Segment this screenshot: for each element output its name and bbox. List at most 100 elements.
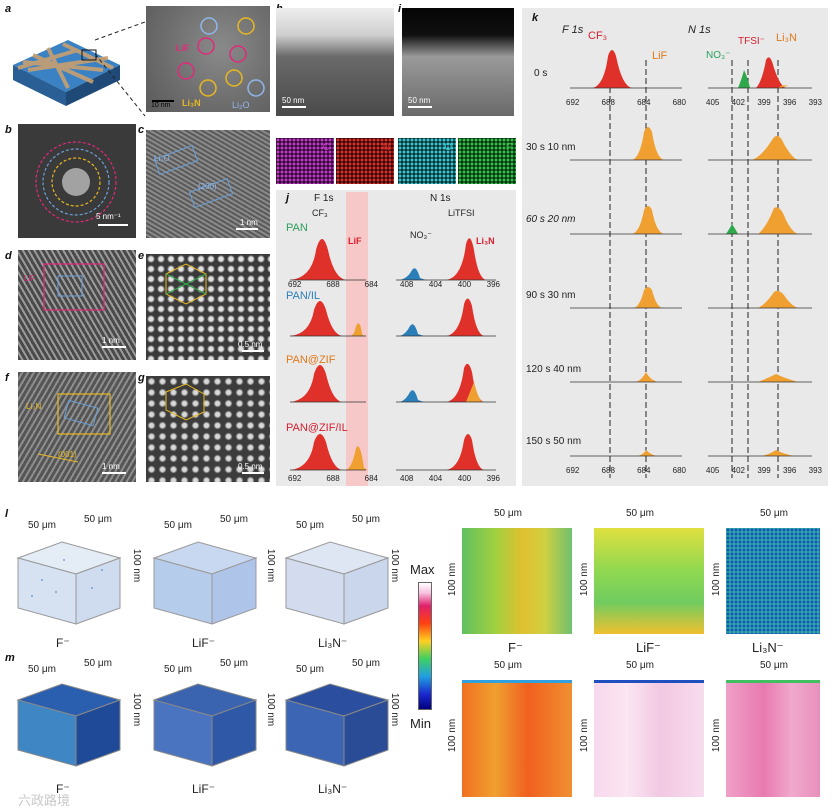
plane-c: (200) xyxy=(198,182,217,191)
j-f-ticks-r1: 692 688 684 xyxy=(288,280,378,289)
k-tick: 399 xyxy=(757,466,771,475)
j-sample-2: PAN@ZIF xyxy=(286,354,336,366)
m-dim-z-1: 100 nm xyxy=(131,692,143,727)
k-n-ticks-bottom: 405 402 399 396 393 xyxy=(706,466,822,475)
lif-highlight-band xyxy=(346,192,368,486)
j-tick: 688 xyxy=(326,474,340,483)
panel-label-l: l xyxy=(5,508,9,520)
k-tick: 399 xyxy=(757,98,771,107)
map-dim-y-6: 100 nm xyxy=(711,718,723,753)
j-tick: 408 xyxy=(400,474,414,483)
map-top-f xyxy=(462,528,572,634)
j-tick: 404 xyxy=(428,474,443,483)
j-sample-1: PAN/IL xyxy=(286,290,321,302)
label-li3n-f: Li₃N xyxy=(26,402,42,411)
k-tick: 393 xyxy=(808,466,822,475)
map-dim-y-1: 100 nm xyxy=(447,562,459,597)
map-top-li3n xyxy=(726,528,820,634)
panel-label-d: d xyxy=(5,250,12,262)
m-dim-xy-6: 50 μm xyxy=(352,658,380,669)
k-tick: 393 xyxy=(808,98,822,107)
j-f1s-title: F 1s xyxy=(314,193,334,204)
k-li3n-label: Li₃N xyxy=(776,32,797,44)
j-tick: 408 xyxy=(400,280,414,289)
map-dim-x-5: 50 μm xyxy=(626,660,654,671)
map-dim-x-1: 50 μm xyxy=(494,508,522,519)
m-dim-xy-1: 50 μm xyxy=(28,664,56,675)
scalebar-a: 10 nm xyxy=(151,102,171,109)
l-dim-xy-4: 50 μm xyxy=(220,514,248,525)
l-dim-xy-6: 50 μm xyxy=(352,514,380,525)
map-label-1: LiF⁻ xyxy=(636,640,661,655)
map-bottom-lif xyxy=(594,680,704,797)
l-label-0: F⁻ xyxy=(56,636,70,650)
m-dim-xy-3: 50 μm xyxy=(164,664,192,675)
scalebar-c: 1 nm xyxy=(240,218,258,227)
j-li3n-label: Li₃N xyxy=(476,236,495,246)
plane-f: (001) xyxy=(58,450,77,459)
j-sample-3: PAN@ZIF/IL xyxy=(286,422,348,434)
panel-label-i: i xyxy=(398,3,402,15)
membrane-schematic xyxy=(13,40,120,106)
k-f-ticks-bottom: 692 688 684 680 xyxy=(566,466,686,475)
hrtem-image-g: 0.5 nm xyxy=(146,376,270,482)
l-label-2: Li₃N⁻ xyxy=(318,636,348,650)
k-tick: 402 xyxy=(731,98,746,107)
k-row-0: 0 s xyxy=(534,68,548,79)
k-tick: 692 xyxy=(566,98,580,107)
k-n1s-title: N 1s xyxy=(688,24,711,36)
j-tick: 404 xyxy=(428,280,443,289)
colorbar xyxy=(418,582,432,710)
k-tick: 684 xyxy=(637,466,651,475)
k-n-ticks-top: 405 402 399 396 393 xyxy=(706,98,822,107)
cube-m-li3n xyxy=(284,683,390,767)
hrtem-image-c: Li₂O (200) 1 nm xyxy=(146,130,270,238)
l-dim-xy-5: 50 μm xyxy=(296,520,324,531)
label-li2o-c: Li₂O xyxy=(154,154,170,163)
j-spectra xyxy=(290,238,496,471)
scalebar-g: 0.5 nm xyxy=(238,462,263,471)
j-litfsi-label: LiTFSI xyxy=(448,208,475,218)
panel-label-g: g xyxy=(138,372,145,384)
m-label-1: LiF⁻ xyxy=(192,782,216,796)
j-tick: 684 xyxy=(364,474,378,483)
colorbar-max-label: Max xyxy=(410,562,435,577)
watermark: 六政路境 xyxy=(18,793,71,808)
k-tick: 396 xyxy=(782,466,797,475)
tem-image-h: 50 nm xyxy=(276,8,394,116)
j-no3-label: NO₃⁻ xyxy=(410,230,432,240)
tem-image-a: LiF Li₃N Li₂O 10 nm xyxy=(146,6,270,112)
l-dim-z-2: 100 nm xyxy=(265,548,277,583)
k-spectra xyxy=(570,50,812,478)
l-dim-xy-2: 50 μm xyxy=(84,514,112,525)
m-label-0: F⁻ xyxy=(56,782,70,796)
map-dim-x-3: 50 μm xyxy=(760,508,788,519)
k-row-3: 90 s 30 nm xyxy=(526,290,576,301)
panel-label-a: a xyxy=(5,3,12,15)
eds-map-c: C xyxy=(276,138,334,184)
l-dim-z-3: 100 nm xyxy=(389,548,401,583)
map-bottom-f xyxy=(462,680,572,797)
map-dim-y-3: 100 nm xyxy=(711,562,723,597)
j-f-ticks-r4: 692 688 684 xyxy=(288,474,378,483)
eds-label-c: C xyxy=(322,142,330,153)
k-lif-label: LiF xyxy=(652,50,668,62)
cube-l-f xyxy=(16,541,122,625)
j-n1s-title: N 1s xyxy=(430,193,451,204)
scalebar-f: 1 nm xyxy=(102,462,120,471)
j-tick: 692 xyxy=(288,280,302,289)
m-label-2: Li₃N⁻ xyxy=(318,782,348,796)
k-cf3-label: CF₃ xyxy=(588,30,608,42)
j-tick: 684 xyxy=(364,280,378,289)
map-dim-y-4: 100 nm xyxy=(447,718,459,753)
eds-map-f: F xyxy=(458,138,516,184)
l-dim-xy-3: 50 μm xyxy=(164,520,192,531)
map-dim-x-6: 50 μm xyxy=(760,660,788,671)
label-li3n-a: Li₃N xyxy=(182,98,201,108)
k-f1s-title: F 1s xyxy=(562,24,584,36)
panel-label-m: m xyxy=(5,652,15,664)
j-tick: 692 xyxy=(288,474,302,483)
scalebar-b: 5 nm⁻¹ xyxy=(96,212,121,221)
m-dim-xy-2: 50 μm xyxy=(84,658,112,669)
k-tick: 692 xyxy=(566,466,580,475)
